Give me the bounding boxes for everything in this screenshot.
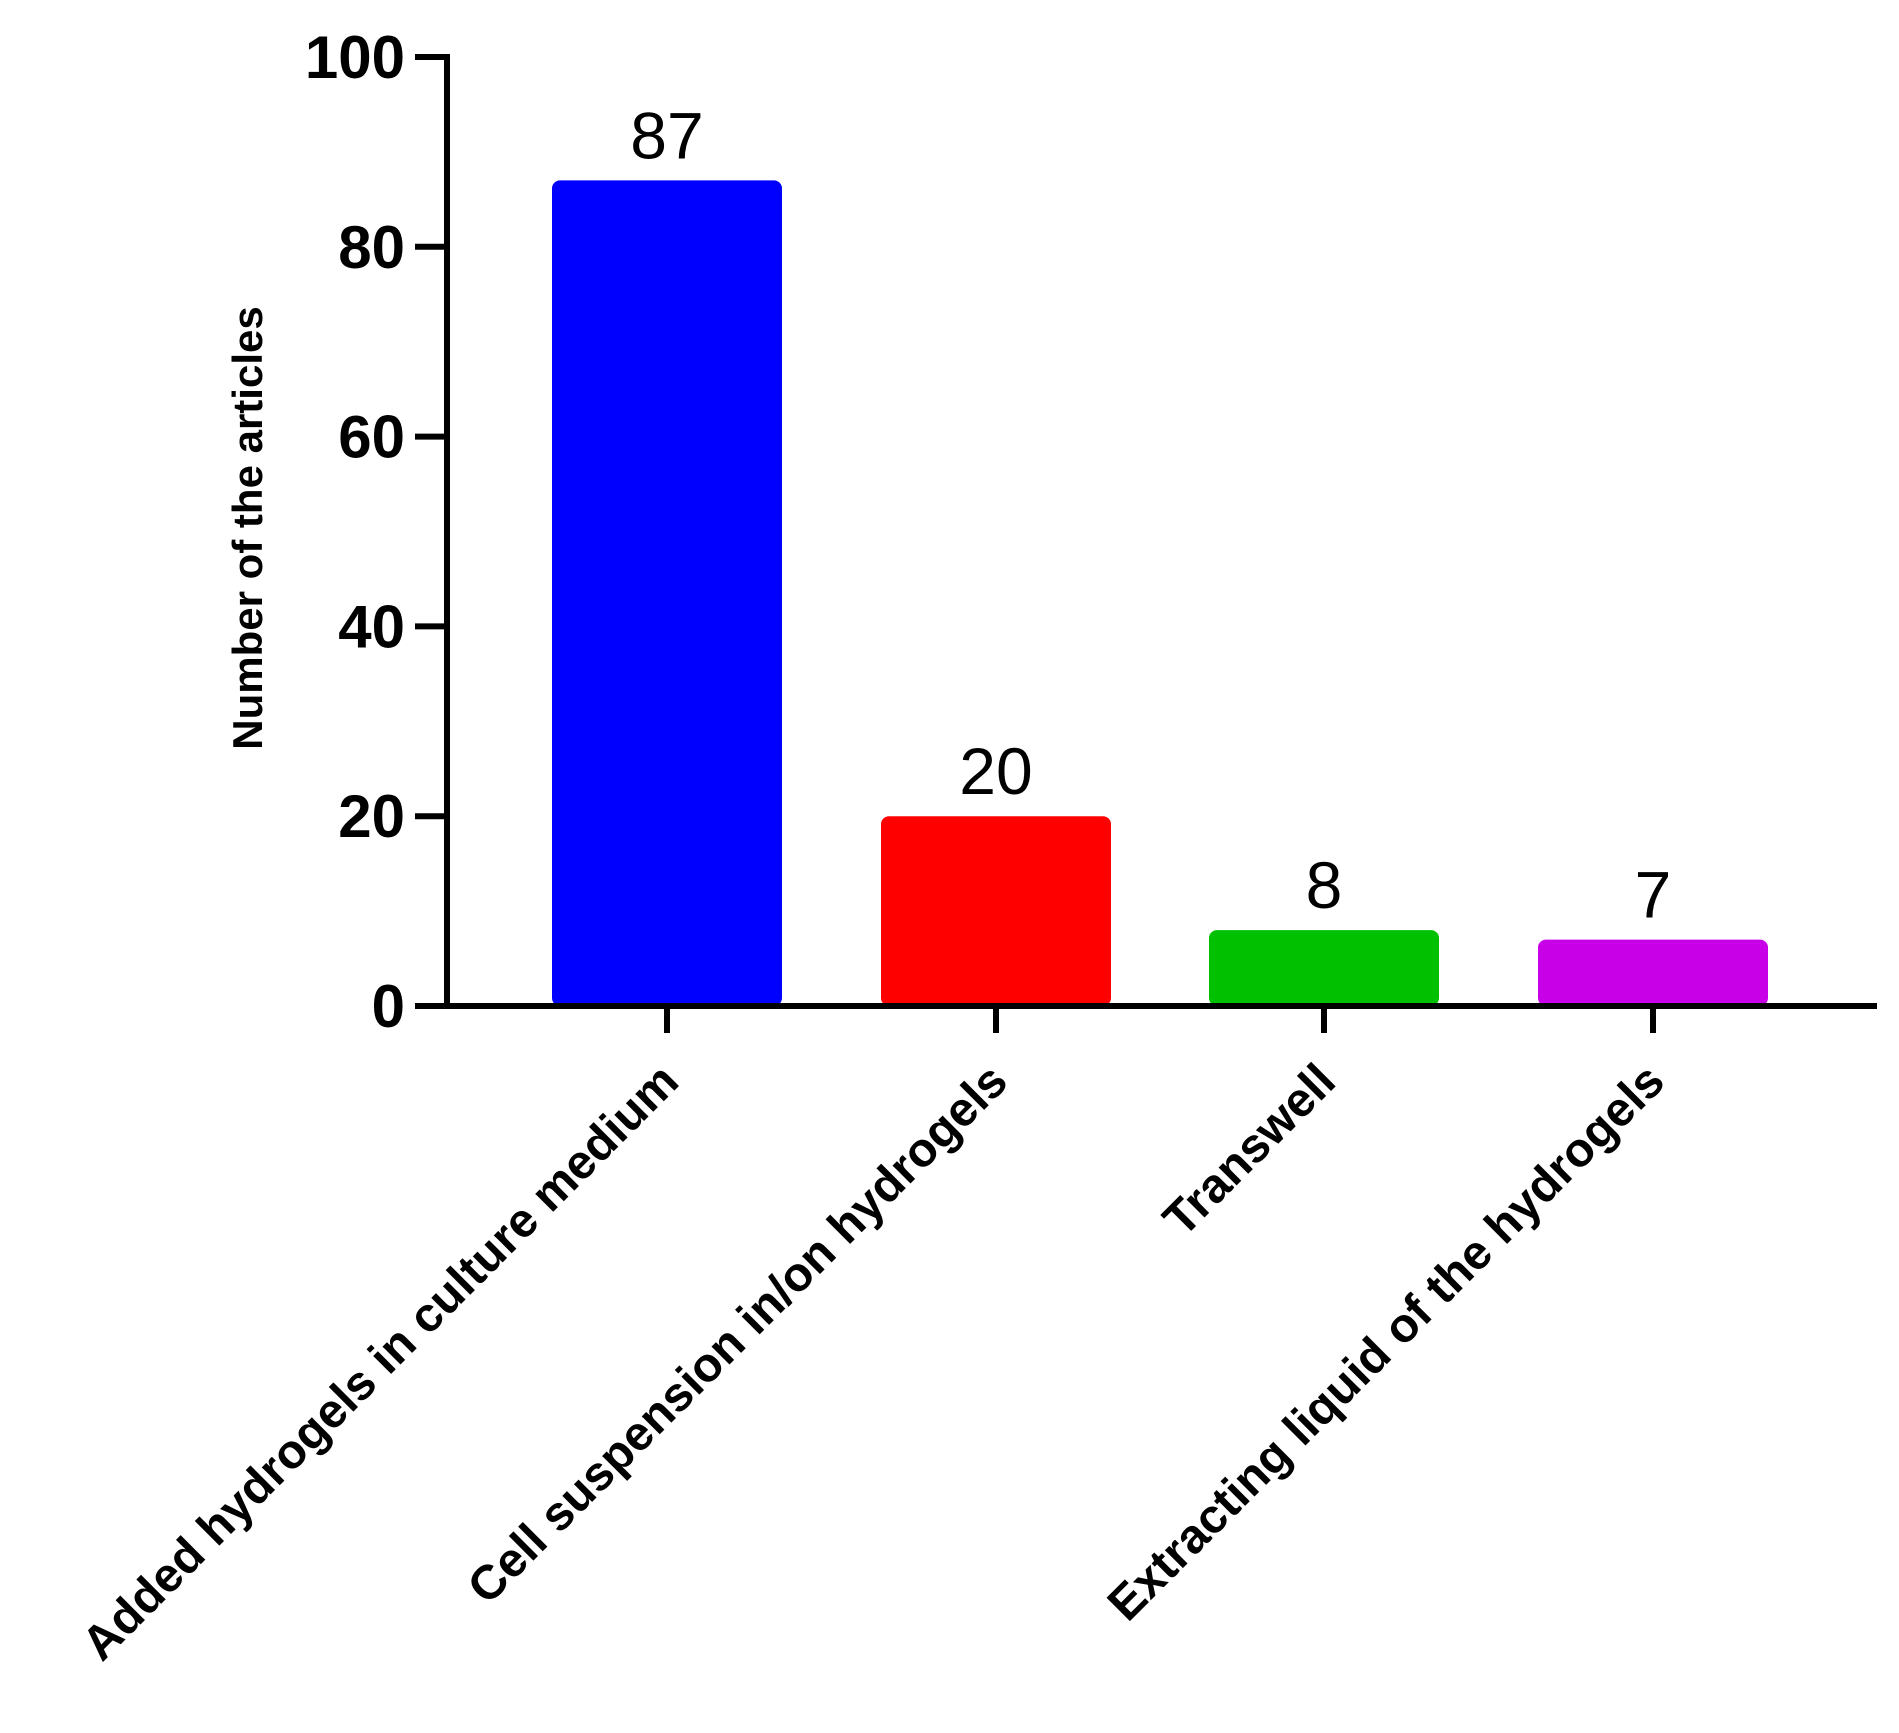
y-axis-title: Number of the articles [224, 306, 271, 749]
y-tick-label-3: 60 [338, 404, 405, 471]
bar-2 [1209, 930, 1439, 1006]
bars-group [552, 180, 1768, 1006]
y-axis-title-group: Number of the articles [224, 306, 271, 749]
y-tick-label-0: 0 [372, 973, 405, 1040]
bar-1 [881, 816, 1111, 1006]
category-label-0: Added hydrogels in culture medium [72, 1054, 688, 1670]
axes-group [444, 54, 1877, 1009]
category-label-3: Extracting liquid of the hydrogels [1098, 1054, 1675, 1631]
bar-0 [552, 180, 782, 1006]
category-label-2: Transwell [1154, 1054, 1346, 1246]
data-label-0: 87 [630, 98, 703, 172]
category-label-1: Cell suspension in/on hydrogels [458, 1054, 1018, 1614]
y-tick-label-2: 40 [338, 593, 405, 660]
bar-3 [1538, 939, 1768, 1006]
data-label-2: 8 [1306, 848, 1343, 922]
data-label-3: 7 [1635, 858, 1672, 932]
ticks-group [415, 54, 1656, 1033]
data-label-1: 20 [959, 734, 1032, 808]
y-tick-label-5: 100 [305, 24, 405, 91]
y-tick-label-1: 20 [338, 783, 405, 850]
y-tick-label-4: 80 [338, 214, 405, 281]
